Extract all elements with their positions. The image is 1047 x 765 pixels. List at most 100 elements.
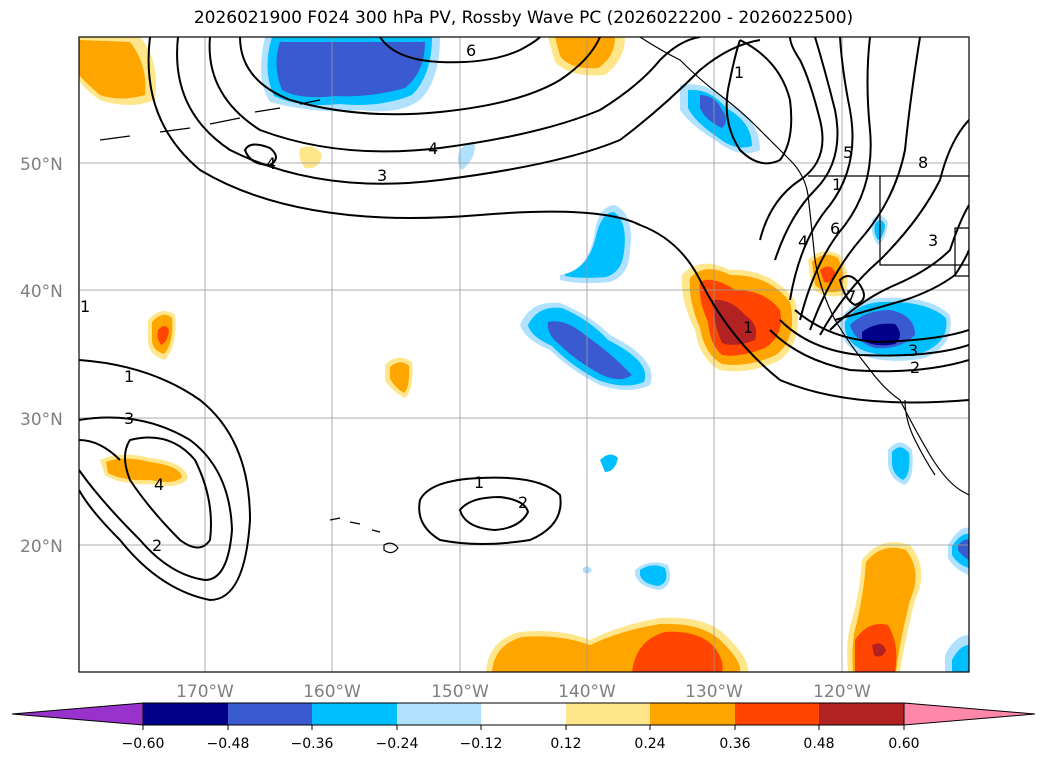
colorbar-tick-label: 0.24: [634, 736, 665, 752]
colorbar-segment: [735, 703, 819, 725]
lat-labels: 50°N 40°N 30°N 20°N: [20, 155, 63, 557]
contour-label: 5: [843, 143, 853, 162]
pv-anomaly-positive: [872, 643, 886, 657]
contour-label: 4: [266, 154, 276, 173]
colorbar-tick-label: −0.36: [291, 736, 334, 752]
colorbar-tick-label: −0.48: [207, 736, 250, 752]
map-title: 2026021900 F024 300 hPa PV, Rossby Wave …: [193, 8, 854, 28]
lat-label: 30°N: [20, 410, 63, 430]
aleutian-islands: [99, 99, 321, 141]
contour-label: 7: [846, 287, 856, 306]
contour-label: 8: [918, 153, 928, 172]
contour-line: [243, 143, 277, 167]
contour-line: [79, 416, 234, 582]
contour-label: 2: [910, 358, 920, 377]
contour-line: [239, 37, 601, 116]
contour-line: [79, 359, 252, 602]
coastline-alaska: [639, 37, 809, 196]
contour-line: [458, 495, 530, 532]
lon-label: 120°W: [813, 682, 871, 702]
colorbar-tick-label: −0.12: [460, 736, 503, 752]
contour-label: 6: [830, 219, 840, 238]
colorbar-segment: [566, 703, 650, 725]
contour-line: [176, 37, 761, 185]
lon-label: 150°W: [431, 682, 489, 702]
coastlines: [99, 37, 969, 554]
contour-label: 1: [80, 297, 90, 316]
contour-line: [769, 329, 969, 373]
contour-label: 1: [474, 473, 484, 492]
contour-label: 3: [928, 231, 938, 250]
colorbar: −0.60 −0.48 −0.36 −0.24 −0.12 0.12 0.24 …: [11, 702, 1036, 752]
colorbar-tick-label: 0.36: [719, 736, 750, 752]
pv-anomaly-positive: [555, 37, 615, 69]
pv-anomaly-positive: [820, 266, 835, 283]
contour-label: 1: [734, 63, 744, 82]
border-states: [879, 176, 969, 277]
contour-line: [147, 37, 969, 404]
contour-line: [794, 309, 969, 344]
contour-label: 3: [124, 409, 134, 428]
colorbar-segment: [397, 703, 481, 725]
contour-label: 2: [152, 536, 162, 555]
colorbar-frame: [142, 702, 905, 726]
colorbar-segment: [228, 703, 312, 725]
pv-anomaly-positive: [157, 326, 169, 345]
colorbar-segment: [481, 703, 566, 725]
contour-label: 4: [154, 475, 164, 494]
lon-label: 170°W: [176, 682, 234, 702]
lon-label: 140°W: [558, 682, 616, 702]
contour-line: [779, 319, 969, 357]
contour-line: [208, 37, 701, 153]
lon-label: 160°W: [303, 682, 361, 702]
contour-label: 1: [124, 367, 134, 386]
lon-label: 130°W: [685, 682, 743, 702]
contour-label: 6: [466, 41, 476, 60]
contour-label: 1: [743, 318, 753, 337]
colorbar-segment: [650, 703, 735, 725]
pv-anomaly-positive: [632, 631, 723, 672]
contour-line: [418, 476, 562, 545]
contour-label: 4: [798, 232, 808, 251]
colorbar-tick-label: 0.12: [550, 736, 581, 752]
contour-line: [799, 37, 872, 321]
pv-anomaly-negative: [700, 95, 726, 128]
contour-line: [774, 37, 839, 261]
pv-shading: [79, 37, 969, 672]
contour-label: 4: [428, 139, 438, 158]
map-frame: [78, 36, 970, 673]
contour-line: [819, 119, 969, 336]
contour-line: [725, 39, 793, 165]
lat-label: 20°N: [20, 537, 63, 557]
pv-anomaly-positive: [299, 146, 322, 169]
pv-anomaly-negative: [547, 321, 632, 380]
contour-label: 2: [518, 493, 528, 512]
contour-line: [124, 436, 212, 549]
contour-line: [79, 439, 121, 461]
pv-anomaly-positive: [390, 362, 410, 393]
contour-line: [834, 249, 969, 321]
pv-anomaly-negative: [600, 454, 618, 472]
contour-line: [809, 37, 921, 331]
graticule: [79, 37, 969, 672]
colorbar-extend-min: [11, 702, 144, 726]
colorbar-extend-max: [903, 702, 1036, 726]
contour-line: [379, 37, 541, 64]
contour-line: [789, 37, 854, 301]
contour-line: [829, 204, 969, 331]
contour-label: 1: [832, 175, 842, 194]
pv-anomaly-negative: [892, 447, 910, 480]
coastline-baja-peninsula: [904, 399, 936, 476]
lat-label: 50°N: [20, 155, 63, 175]
pv-anomaly-positive: [712, 299, 757, 345]
pv-anomaly-negative: [952, 645, 969, 672]
pv-anomaly-negative: [640, 565, 667, 586]
colorbar-segment: [819, 703, 904, 725]
contour-line: [759, 37, 824, 241]
lon-labels: 170°W 160°W 150°W 140°W 130°W 120°W: [176, 682, 871, 702]
contour-label: 3: [377, 166, 387, 185]
coastline-baja: [899, 399, 969, 496]
pv-anomaly-negative: [565, 212, 625, 278]
colorbar-segment: [143, 703, 228, 725]
